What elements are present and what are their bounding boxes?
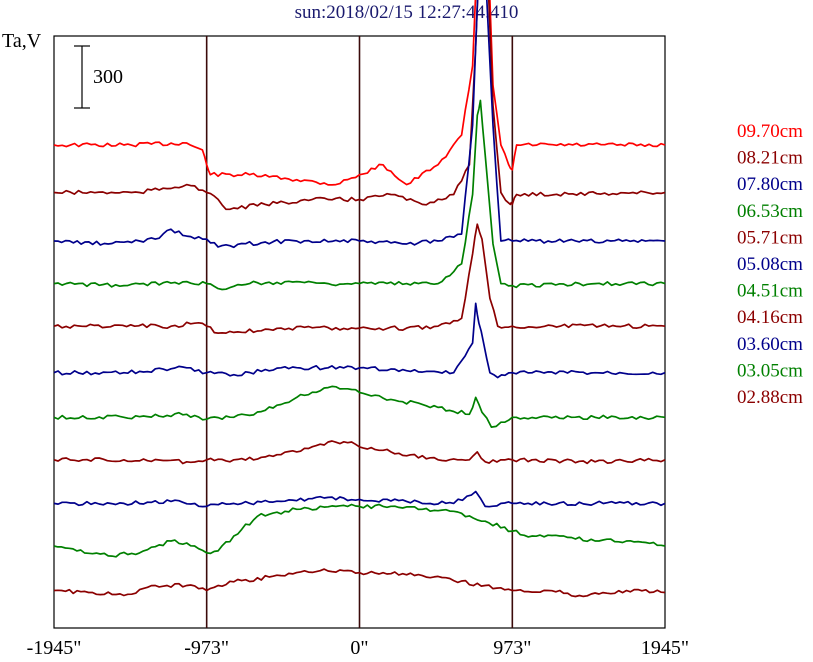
x-tick-labels: -1945" -973" 0" 973" 1945"	[27, 637, 690, 659]
y-axis-label: Ta,V	[2, 30, 42, 52]
series-line-02.88cm	[53, 568, 666, 598]
series-line-07.80cm	[53, 0, 666, 249]
series-lines	[53, 0, 666, 598]
legend-item-04.51cm: 04.51cm	[737, 281, 803, 302]
legend-item-03.60cm: 03.60cm	[737, 334, 803, 355]
legend-item-04.16cm: 04.16cm	[737, 307, 803, 328]
vertical-reference-lines	[205, 36, 514, 628]
x-tick-label: 1945"	[641, 637, 689, 659]
legend-item-05.71cm: 05.71cm	[737, 227, 803, 248]
legend-item-02.88cm: 02.88cm	[737, 387, 803, 408]
series-line-03.05cm	[53, 503, 666, 558]
series-line-08.21cm	[53, 0, 666, 211]
legend-item-07.80cm: 07.80cm	[737, 174, 803, 195]
x-tick-label: -973"	[184, 637, 229, 659]
legend: 09.70cm 08.21cm 07.80cm 06.53cm 05.71cm 05.08…	[737, 121, 803, 408]
series-line-05.71cm	[53, 223, 666, 334]
x-tick-label: 973"	[493, 637, 531, 659]
series-line-03.60cm	[53, 490, 666, 508]
legend-item-08.21cm: 08.21cm	[737, 148, 803, 169]
x-tick-label: 0"	[350, 637, 368, 659]
x-tick-label: -1945"	[27, 637, 82, 659]
series-line-04.16cm	[53, 440, 666, 465]
series-line-04.51cm	[53, 385, 666, 428]
legend-item-09.70cm: 09.70cm	[737, 121, 803, 142]
legend-item-05.08cm: 05.08cm	[737, 254, 803, 275]
series-line-06.53cm	[53, 99, 666, 291]
scale-bar-label: 300	[93, 66, 123, 88]
scale-bar: 300	[74, 45, 123, 109]
legend-item-06.53cm: 06.53cm	[737, 201, 803, 222]
legend-item-03.05cm: 03.05cm	[737, 360, 803, 381]
series-line-09.70cm	[53, 0, 666, 186]
chart-title: sun:2018/02/15 12:27:44.410	[294, 2, 519, 23]
series-line-05.08cm	[53, 302, 666, 379]
